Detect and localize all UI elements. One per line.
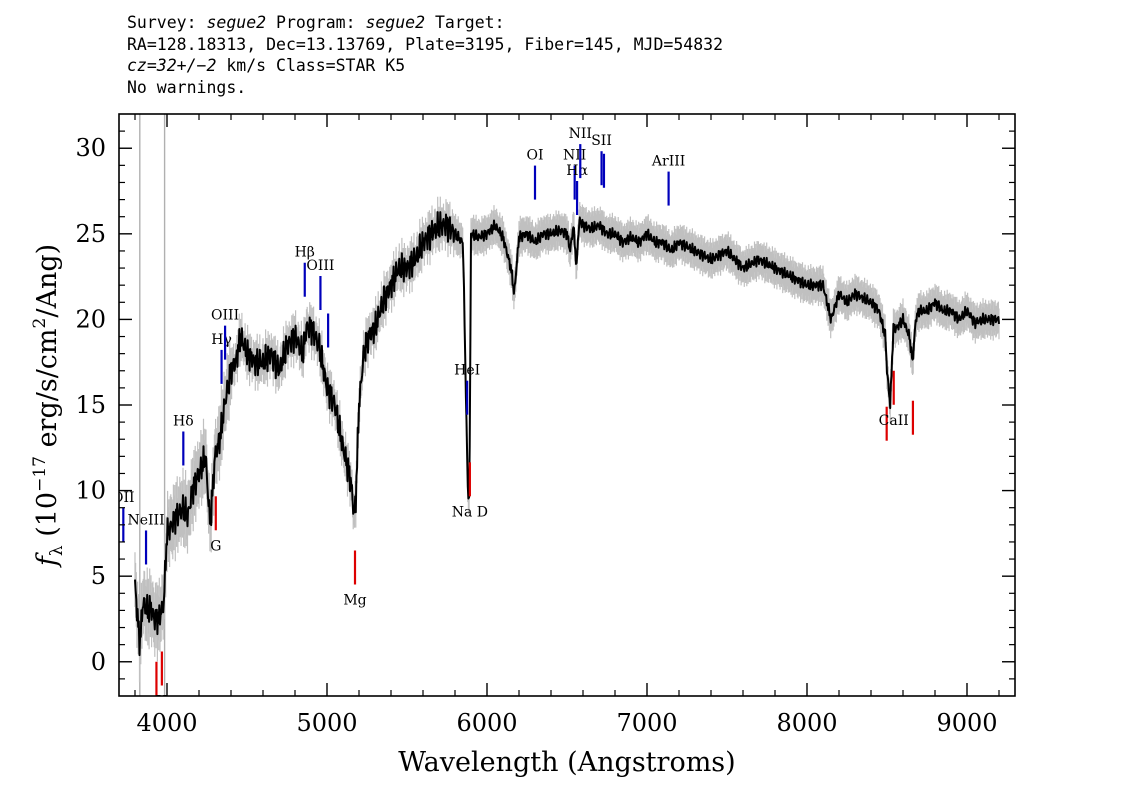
class-value: km/s Class=STAR K5 [216, 56, 406, 75]
line-label-G: G [210, 538, 221, 554]
survey-label: Survey: [127, 13, 207, 32]
x-tick-label-4000: 4000 [136, 709, 197, 737]
y-tick-label-25: 25 [75, 220, 106, 248]
line-label-NaD: Na D [452, 504, 488, 520]
x-tick-label-8000: 8000 [776, 709, 837, 737]
spectrum-series [134, 211, 1000, 657]
survey-value: segue2 [206, 13, 267, 32]
line-label-HeI: HeI [454, 363, 480, 379]
line-label-OIII-4959: OIII [306, 258, 334, 274]
x-tick-label-5000: 5000 [296, 709, 357, 737]
error-bars [134, 196, 1000, 683]
line-label-Hbeta: Hβ [295, 245, 315, 261]
x-axis-ticks: 4000 5000 6000 7000 8000 9000 [134, 114, 1000, 737]
line-label-CaII-8542: CaII [879, 413, 909, 429]
header-line-survey: Survey: segue2 Program: segue2 Target: [127, 12, 723, 34]
y-tick-label-5: 5 [91, 562, 106, 590]
y-tick-label-0: 0 [91, 648, 106, 676]
program-label: Program: [266, 13, 366, 32]
line-label-NII-6548: NII [563, 148, 586, 164]
x-tick-label-9000: 9000 [936, 709, 997, 737]
y-tick-label-15: 15 [75, 391, 106, 419]
line-label-Halpha: Hα [566, 163, 588, 179]
line-label-NII-6583: NII [569, 126, 592, 142]
line-label-ArIII: ArIII [651, 154, 685, 170]
y-axis-ticks: 0 5 10 15 20 25 30 [75, 130, 1015, 680]
y-tick-label-30: 30 [75, 134, 106, 162]
redshift-value: cz=32+/−2 [127, 56, 217, 75]
program-value: segue2 [365, 13, 426, 32]
y-axis-label: fλ (10−17 erg/s/cm2/Ang) [30, 244, 67, 568]
line-label-Hgamma: Hγ [211, 332, 232, 348]
line-label-Mg: Mg [343, 593, 366, 609]
target-label: Target: [425, 13, 505, 32]
y-tick-label-20: 20 [75, 305, 106, 333]
header-line-warnings: No warnings. [127, 77, 247, 97]
header-line-coordinates: RA=128.18313, Dec=13.13769, Plate=3195, … [127, 34, 724, 54]
plot-frame [118, 113, 1016, 697]
line-label-OI: OI [526, 148, 543, 164]
x-axis-label: Wavelength (Angstroms) [398, 747, 735, 778]
line-label-Hdelta: Hδ [173, 413, 194, 429]
error-band [134, 196, 1000, 683]
x-tick-label-7000: 7000 [616, 709, 677, 737]
x-tick-label-6000: 6000 [456, 709, 517, 737]
y-tick-label-10: 10 [75, 477, 106, 505]
line-label-H: H [156, 693, 168, 709]
line-label-NeIII: NeIII [127, 512, 164, 528]
header-line-redshift: cz=32+/−2 km/s Class=STAR K5 [127, 55, 723, 77]
line-label-SII-6716: SII [591, 133, 612, 149]
spectrum-header: Survey: segue2 Program: segue2 Target: R… [127, 12, 723, 98]
line-label-OII: OII [112, 490, 135, 506]
spectrum-line [134, 211, 1000, 657]
line-label-OIII-4363: OIII [211, 308, 239, 324]
